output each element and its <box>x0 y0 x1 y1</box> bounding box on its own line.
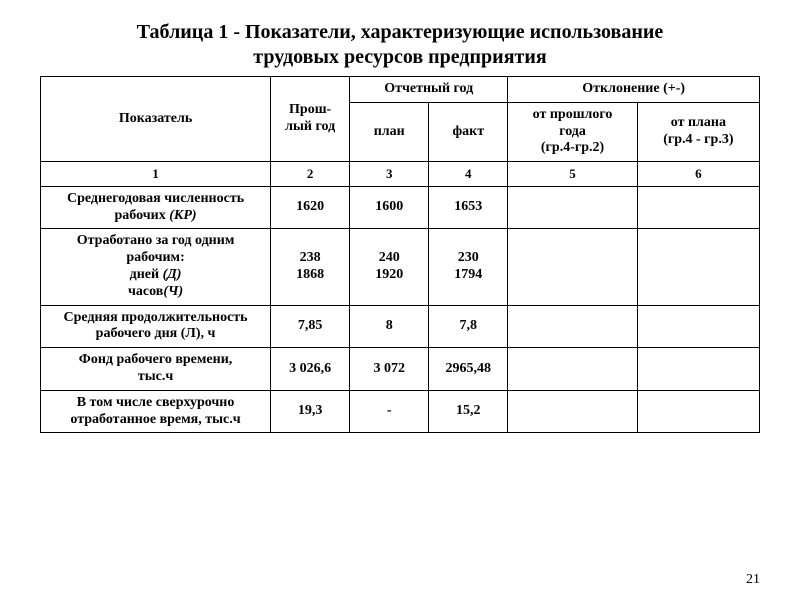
row2-label-l4a: часов <box>128 284 163 299</box>
page-number: 21 <box>746 572 760 588</box>
row5-col4: 15,2 <box>429 390 508 433</box>
row1-col3: 1600 <box>350 186 429 229</box>
col-plan: план <box>350 102 429 161</box>
row1-col5 <box>508 186 637 229</box>
row2-label-l2: рабочим: <box>45 250 266 267</box>
row2-col4b: 1794 <box>433 267 503 284</box>
row1-label: Среднегодовая численность рабочих (КР) <box>41 186 271 229</box>
col-prev-year: Прош- лый год <box>271 77 350 162</box>
row5-col3: - <box>350 390 429 433</box>
col-dev-plan-l1: от плана <box>642 115 755 132</box>
row2-label-l4: часов(Ч) <box>45 284 266 301</box>
col-prev-year-l2: лый год <box>275 119 345 136</box>
row3-label-l2b: ч <box>208 326 216 341</box>
row5-label: В том числе сверхурочно отработанное вре… <box>41 390 271 433</box>
row1-col2: 1620 <box>271 186 350 229</box>
row4-col4: 2965,48 <box>429 348 508 391</box>
row2-col4a: 230 <box>433 250 503 267</box>
row3-col2: 7,85 <box>271 305 350 348</box>
col-fact: факт <box>429 102 508 161</box>
row4-col2: 3 026,6 <box>271 348 350 391</box>
row1-label-l1: Среднегодовая численность <box>45 191 266 208</box>
row3-label-l1: Средняя продолжительность <box>45 310 266 327</box>
row3-col6 <box>637 305 759 348</box>
col-indicator: Показатель <box>41 77 271 162</box>
row2-col2a: 238 <box>275 250 345 267</box>
row2-col6 <box>637 229 759 305</box>
col-dev-prev-l3: (гр.4-гр.2) <box>512 140 632 157</box>
table-row: Фонд рабочего времени, тыс.ч 3 026,6 3 0… <box>41 348 760 391</box>
col-group-report-year: Отчетный год <box>350 77 508 103</box>
row5-col2: 19,3 <box>271 390 350 433</box>
colnum-2: 2 <box>271 162 350 187</box>
row4-label-l2: тыс.ч <box>45 369 266 386</box>
row5-label-l2: отработанное время, тыс.ч <box>45 412 266 429</box>
row4-col3: 3 072 <box>350 348 429 391</box>
col-dev-plan: от плана (гр.4 - гр.3) <box>637 102 759 161</box>
col-dev-plan-l2: (гр.4 - гр.3) <box>642 132 755 149</box>
row3-label: Средняя продолжительность рабочего дня (… <box>41 305 271 348</box>
colnum-4: 4 <box>429 162 508 187</box>
row4-col6 <box>637 348 759 391</box>
row2-label-l1: Отработано за год одним <box>45 233 266 250</box>
colnum-1: 1 <box>41 162 271 187</box>
row2-col3b: 1920 <box>354 267 424 284</box>
row2-label-l3a: дней <box>130 267 163 282</box>
row3-col3: 8 <box>350 305 429 348</box>
row2-col4: 230 1794 <box>429 229 508 305</box>
colnum-3: 3 <box>350 162 429 187</box>
row3-label-l2: рабочего дня (Л), ч <box>45 326 266 343</box>
colnum-6: 6 <box>637 162 759 187</box>
row2-col2b: 1868 <box>275 267 345 284</box>
row1-label-l2: рабочих (КР) <box>45 208 266 225</box>
table-row: Отработано за год одним рабочим: дней (Д… <box>41 229 760 305</box>
table-row: Среднегодовая численность рабочих (КР) 1… <box>41 186 760 229</box>
row2-col3a: 240 <box>354 250 424 267</box>
row3-col4: 7,8 <box>429 305 508 348</box>
row5-col6 <box>637 390 759 433</box>
title-line-2: трудовых ресурсов предприятия <box>40 45 760 70</box>
indicators-table: Показатель Прош- лый год Отчетный год От… <box>40 76 760 433</box>
row1-label-l2b: (КР) <box>169 208 196 223</box>
row2-label-l4b: (Ч) <box>163 284 183 299</box>
row1-col4: 1653 <box>429 186 508 229</box>
row2-col3: 240 1920 <box>350 229 429 305</box>
table-title: Таблица 1 - Показатели, характеризующие … <box>40 20 760 70</box>
row2-col2: 238 1868 <box>271 229 350 305</box>
row1-col6 <box>637 186 759 229</box>
row1-label-l2a: рабочих <box>115 208 170 223</box>
col-prev-year-l1: Прош- <box>275 102 345 119</box>
row2-label-l3b: (Д) <box>163 267 182 282</box>
row2-col5 <box>508 229 637 305</box>
row4-label: Фонд рабочего времени, тыс.ч <box>41 348 271 391</box>
col-dev-prev-l2: года <box>512 124 632 141</box>
row5-col5 <box>508 390 637 433</box>
row3-col5 <box>508 305 637 348</box>
row5-label-l1: В том числе сверхурочно <box>45 395 266 412</box>
row3-label-l2a: рабочего дня (Л), <box>96 326 208 341</box>
title-line-1: Таблица 1 - Показатели, характеризующие … <box>40 20 760 45</box>
row2-label-l3: дней (Д) <box>45 267 266 284</box>
row4-label-l1: Фонд рабочего времени, <box>45 352 266 369</box>
colnum-5: 5 <box>508 162 637 187</box>
col-dev-prev-l1: от прошлого <box>512 107 632 124</box>
column-number-row: 1 2 3 4 5 6 <box>41 162 760 187</box>
row4-col5 <box>508 348 637 391</box>
table-row: В том числе сверхурочно отработанное вре… <box>41 390 760 433</box>
row2-label: Отработано за год одним рабочим: дней (Д… <box>41 229 271 305</box>
header-row-1: Показатель Прош- лый год Отчетный год От… <box>41 77 760 103</box>
col-dev-prev: от прошлого года (гр.4-гр.2) <box>508 102 637 161</box>
col-group-deviation: Отклонение (+-) <box>508 77 760 103</box>
table-row: Средняя продолжительность рабочего дня (… <box>41 305 760 348</box>
